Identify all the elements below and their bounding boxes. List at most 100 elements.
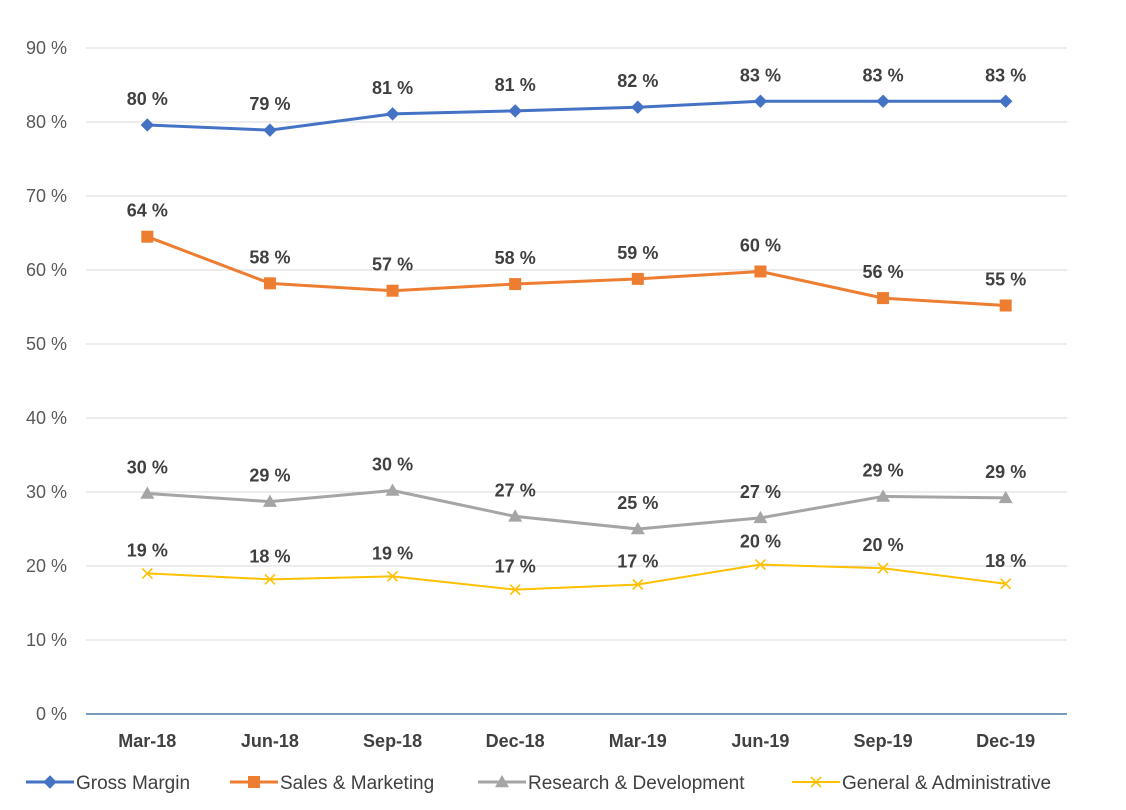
series-sales-marketing xyxy=(141,230,1012,312)
data-labels: 80 % 79 % 81 % 81 % 82 % 83 % 83 % 83 % 64 % 58 %… xyxy=(127,65,1026,576)
y-tick-label: 40 % xyxy=(26,408,67,428)
series-line xyxy=(147,489,1006,531)
x-tick-label: Sep-18 xyxy=(363,731,422,751)
data-point xyxy=(385,483,400,496)
y-tick-label: 80 % xyxy=(26,112,67,132)
y-tick-label: 0 % xyxy=(36,704,67,724)
data-point xyxy=(385,107,400,121)
x-tick-label: Mar-18 xyxy=(118,731,176,751)
data-point xyxy=(999,299,1012,312)
data-point xyxy=(632,578,644,591)
data-label: 18 % xyxy=(249,546,290,566)
data-label: 29 % xyxy=(249,466,290,486)
legend-item: Gross Margin xyxy=(26,773,190,794)
data-point xyxy=(631,100,645,114)
x-tick-label: Jun-18 xyxy=(241,731,299,751)
data-point xyxy=(877,562,889,574)
data-point xyxy=(263,123,277,137)
series-line xyxy=(147,563,1006,591)
data-label: 17 % xyxy=(495,557,536,577)
legend-label: Research & Development xyxy=(528,773,745,794)
x-tick-label: Dec-18 xyxy=(486,731,545,751)
data-label: 19 % xyxy=(127,540,168,560)
legend-marker xyxy=(495,775,509,788)
data-point xyxy=(1000,578,1012,590)
series-gross-margin xyxy=(140,94,1013,137)
data-label: 27 % xyxy=(495,480,536,500)
data-label: 17 % xyxy=(617,552,658,572)
data-label: 80 % xyxy=(127,89,168,109)
data-point xyxy=(754,265,767,278)
data-label: 59 % xyxy=(617,243,658,263)
y-axis-ticks: 0 % 10 % 20 % 30 % 40 % 50 % 60 % 70 % 80 % 90 % xyxy=(26,38,67,724)
data-label: 30 % xyxy=(372,455,413,475)
series-research-development xyxy=(140,483,1013,535)
data-label: 29 % xyxy=(863,460,904,480)
x-tick-label: Jun-19 xyxy=(731,731,789,751)
data-point xyxy=(998,94,1013,108)
data-point xyxy=(509,584,521,596)
data-label: 83 % xyxy=(985,65,1026,85)
series-general-administrative xyxy=(141,558,1012,596)
legend-item: Research & Development xyxy=(478,773,745,794)
y-tick-label: 50 % xyxy=(26,334,67,354)
data-point xyxy=(140,486,155,499)
series-line xyxy=(147,99,1006,132)
legend-item: General & Administrative xyxy=(792,773,1051,794)
y-tick-label: 10 % xyxy=(26,630,67,650)
data-label: 30 % xyxy=(127,457,168,477)
legend-label: General & Administrative xyxy=(842,773,1051,794)
data-point xyxy=(508,104,522,118)
data-label: 83 % xyxy=(863,65,904,85)
x-tick-label: Dec-19 xyxy=(976,731,1035,751)
legend-marker xyxy=(43,775,57,789)
data-label: 29 % xyxy=(985,462,1026,482)
data-point xyxy=(386,284,399,297)
data-point xyxy=(753,94,768,108)
y-tick-label: 60 % xyxy=(26,260,67,280)
y-tick-label: 90 % xyxy=(26,38,67,58)
y-tick-label: 30 % xyxy=(26,482,67,502)
data-point xyxy=(754,558,767,571)
legend: Gross Margin Sales & Marketing Research & … xyxy=(26,773,1051,794)
data-point xyxy=(630,522,645,535)
data-label: 83 % xyxy=(740,65,781,85)
x-tick-label: Sep-19 xyxy=(854,731,913,751)
data-label: 81 % xyxy=(372,78,413,98)
data-label: 58 % xyxy=(495,248,536,268)
y-tick-label: 20 % xyxy=(26,556,67,576)
grid xyxy=(86,47,1067,715)
data-point xyxy=(998,490,1013,504)
data-label: 79 % xyxy=(249,94,290,114)
data-point xyxy=(876,489,891,502)
legend-label: Gross Margin xyxy=(76,773,190,794)
data-point xyxy=(140,118,155,132)
data-label: 55 % xyxy=(985,270,1026,290)
data-point xyxy=(631,272,644,285)
data-point xyxy=(753,510,768,524)
data-point xyxy=(877,292,890,305)
data-label: 20 % xyxy=(740,532,781,552)
data-label: 57 % xyxy=(372,255,413,275)
data-point xyxy=(509,278,522,291)
data-label: 58 % xyxy=(249,247,290,267)
data-point xyxy=(264,573,276,585)
series-lines xyxy=(140,94,1013,596)
data-point xyxy=(263,277,276,290)
series-line xyxy=(146,235,1006,308)
data-label: 64 % xyxy=(127,201,168,221)
data-point xyxy=(386,570,399,582)
data-label: 82 % xyxy=(617,71,658,91)
legend-marker xyxy=(248,776,260,788)
data-label: 25 % xyxy=(617,493,658,513)
data-point xyxy=(141,230,154,243)
legend-marker xyxy=(810,776,822,788)
x-tick-label: Mar-19 xyxy=(609,731,667,751)
x-axis-ticks: Mar-18 Jun-18 Sep-18 Dec-18 Mar-19 Jun-19 Sep-… xyxy=(118,731,1035,751)
data-label: 27 % xyxy=(740,482,781,502)
legend-item: Sales & Marketing xyxy=(230,773,434,794)
data-label: 18 % xyxy=(985,551,1026,571)
data-point xyxy=(141,567,153,579)
